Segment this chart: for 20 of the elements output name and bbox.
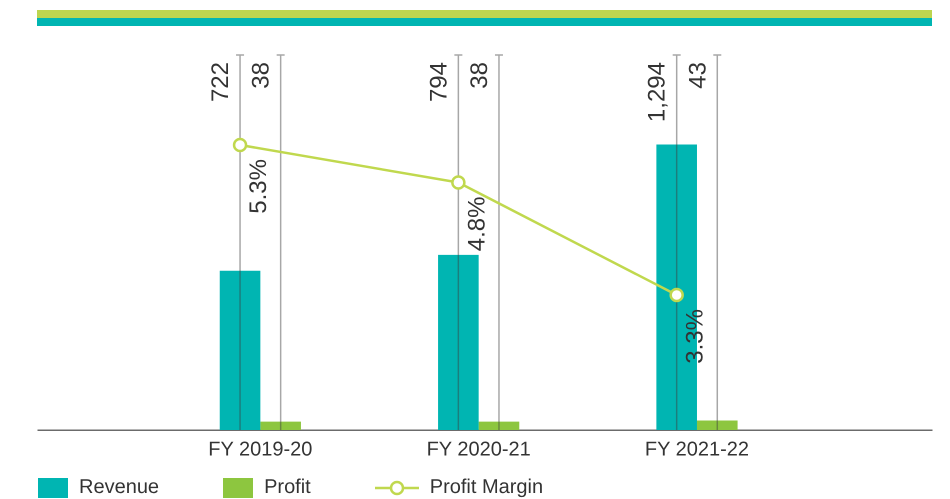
bar: [438, 254, 479, 430]
data-label: 43: [684, 62, 712, 89]
data-label: 722: [207, 62, 234, 102]
bar: [478, 422, 520, 430]
bar: [696, 420, 738, 430]
legend-label: Profit: [264, 476, 311, 499]
data-label: 4.8%: [463, 196, 490, 252]
bar: [260, 422, 301, 430]
data-label: 3.3%: [682, 309, 709, 364]
data-label: 38: [466, 62, 493, 89]
x-tick-label: FY 2019-20: [208, 438, 312, 461]
data-label: 1,294: [644, 62, 671, 122]
data-label: 794: [425, 62, 452, 102]
x-tick-label: FY 2020-21: [426, 438, 531, 461]
legend-label: Profit Margin: [430, 476, 544, 499]
bar: [220, 270, 260, 430]
data-label: 5.3%: [245, 159, 272, 214]
x-tick-label: FY 2021-22: [644, 438, 750, 461]
data-label: 38: [248, 62, 275, 89]
legend-label: Revenue: [79, 476, 160, 499]
